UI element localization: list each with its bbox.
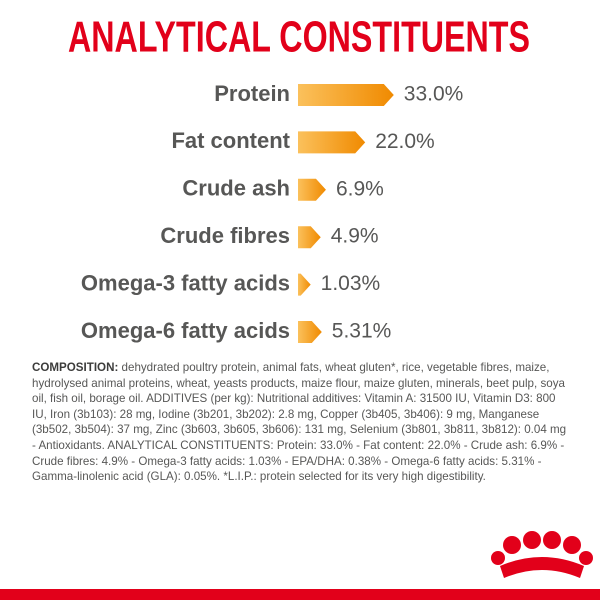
bar: [298, 226, 321, 249]
bar: [298, 178, 326, 201]
value-label: 33.0%: [404, 83, 464, 106]
footer-band: [0, 589, 600, 600]
composition-text: dehydrated poultry protein, animal fats,…: [32, 361, 567, 484]
composition: COMPOSITION: dehydrated poultry protein,…: [32, 360, 572, 485]
bar: [298, 131, 366, 154]
logo: [491, 531, 593, 578]
value-label: 6.9%: [336, 177, 384, 200]
category-label: Crude fibres: [160, 223, 290, 248]
composition-heading: COMPOSITION:: [32, 361, 119, 374]
category-label: Protein: [214, 81, 290, 106]
category-label: Fat content: [171, 128, 290, 153]
category-label: Omega-6 fatty acids: [81, 318, 290, 343]
chart-title: ANALYTICAL CONSTITUENTS: [68, 13, 530, 62]
category-label: Crude ash: [182, 176, 290, 201]
value-label: 1.03%: [321, 272, 381, 295]
bar: [298, 84, 394, 106]
category-label: Omega-3 fatty acids: [81, 270, 290, 295]
value-label: 22.0%: [375, 130, 435, 153]
bar: [298, 273, 311, 296]
value-label: 5.31%: [332, 320, 392, 343]
value-label: 4.9%: [331, 225, 379, 248]
bar: [298, 321, 322, 343]
